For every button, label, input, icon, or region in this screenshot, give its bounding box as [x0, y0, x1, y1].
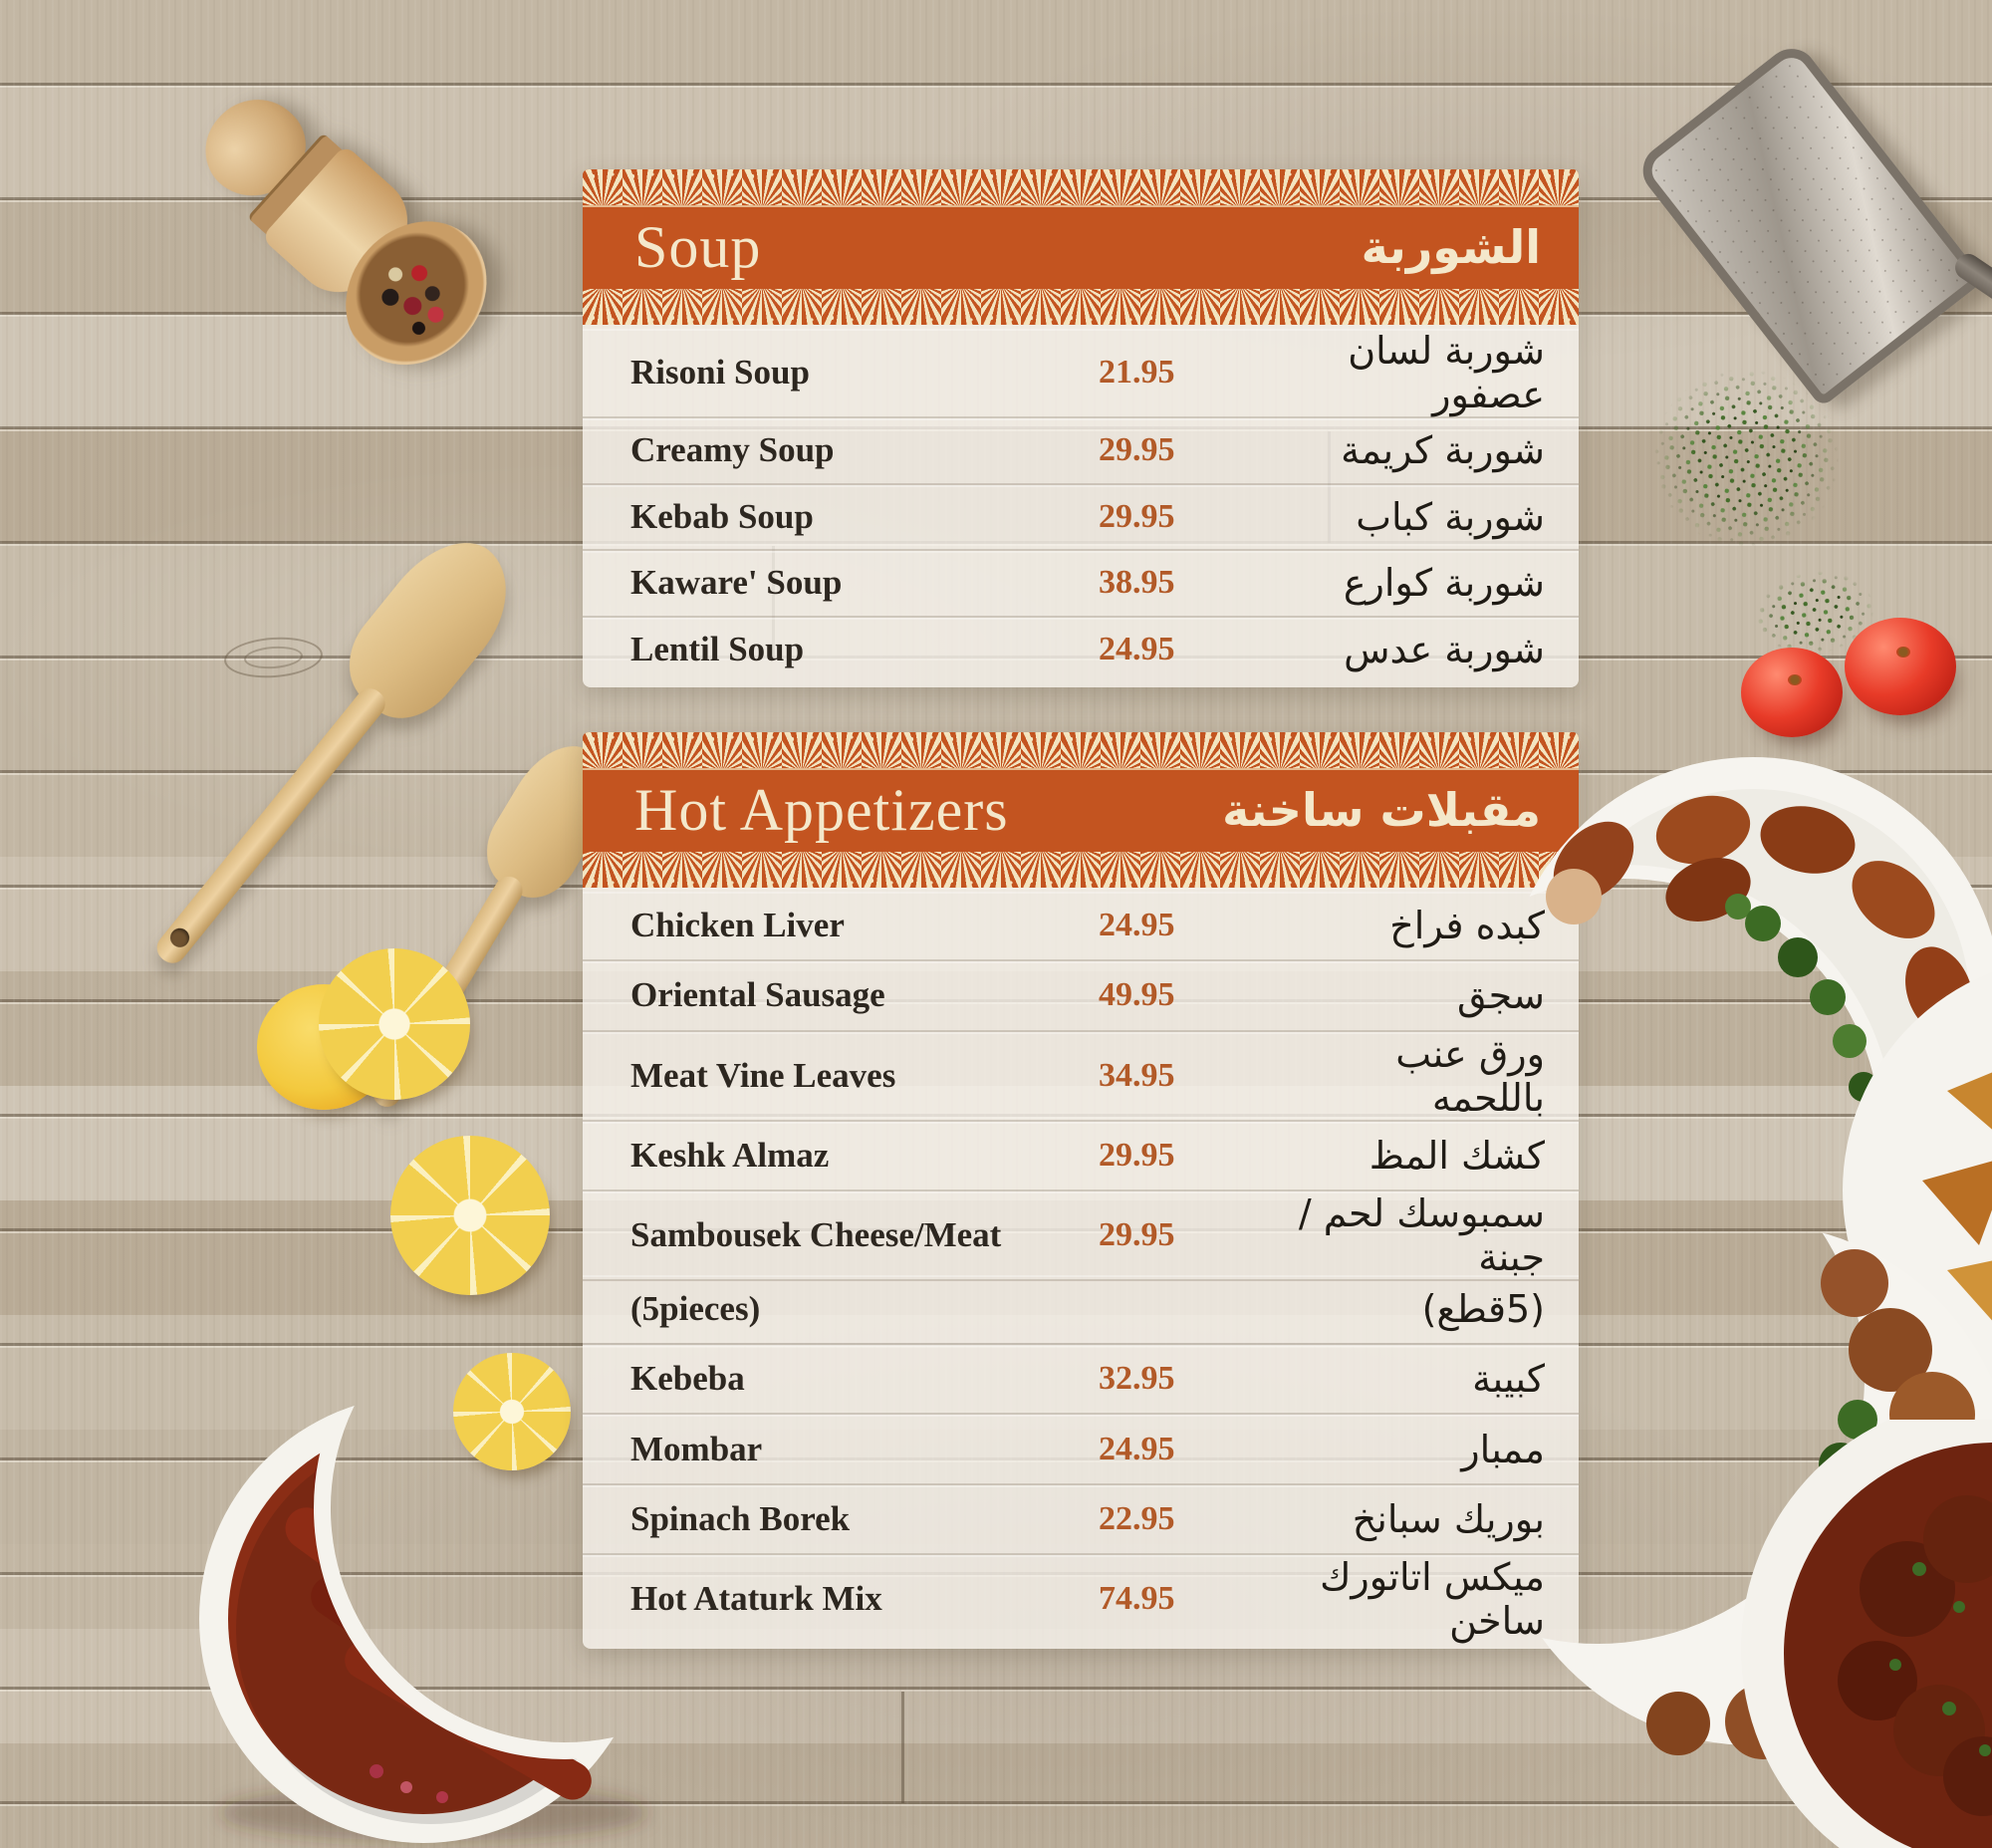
- menu-item-row: Kebeba 32.95 كبيبة: [583, 1345, 1579, 1416]
- item-name-en: Meat Vine Leaves: [630, 1055, 896, 1095]
- item-name-en: Kebeba: [630, 1359, 745, 1399]
- item-name-en: Keshk Almaz: [630, 1135, 830, 1175]
- parsley-flecks: [1889, 1562, 1991, 1756]
- item-name-ar: سمبوسك لحم /جبنة: [1298, 1190, 1545, 1279]
- item-price: 34.95: [1099, 1056, 1175, 1094]
- tomato-icon: [1741, 648, 1843, 737]
- menu-item-row: Keshk Almaz 29.95 كشك المظ: [583, 1122, 1579, 1191]
- menu-item-row: Oriental Sausage 49.95 سجق: [583, 961, 1579, 1032]
- item-name-ar: شوربة كباب: [1356, 494, 1545, 539]
- menu-item-row: Meat Vine Leaves 34.95 ورق عنب باللحمه: [583, 1032, 1579, 1122]
- sausages: [285, 1457, 592, 1800]
- menu-item-continuation: (5pieces) (5قطع): [583, 1275, 1579, 1346]
- lace-border-icon: [583, 732, 1579, 768]
- item-price: 29.95: [1099, 431, 1175, 469]
- lemon-slice-icon: [390, 1136, 550, 1295]
- menu-item-row: Risoni Soup 21.95 شوربة لسان عصفور: [583, 329, 1579, 418]
- soup-title-en: Soup: [634, 214, 762, 280]
- item-name-en: Chicken Liver: [630, 906, 845, 945]
- soup-panel: Soup الشوربة Risoni Soup 21.95 شوربة لسان …: [583, 169, 1579, 687]
- peppercorns-icon: [421, 283, 443, 305]
- item-name-ar: شوربة كوارع: [1343, 561, 1545, 606]
- lace-border-icon: [583, 289, 1579, 325]
- item-name-en: Kebab Soup: [630, 496, 814, 536]
- peppercorns-icon: [407, 261, 431, 285]
- item-price: 29.95: [1099, 1136, 1175, 1174]
- peppercorns-icon: [385, 264, 405, 285]
- hot-appetizers-items: Chicken Liver 24.95 كبده فراخ Oriental Saus…: [583, 888, 1579, 1643]
- pink-peppercorns: [370, 1580, 499, 1803]
- lace-border-icon: [583, 852, 1579, 888]
- item-price: 24.95: [1099, 907, 1175, 944]
- item-name-en: Risoni Soup: [630, 353, 810, 392]
- menu-item-row: Spinach Borek 22.95 بوريك سبانخ: [583, 1485, 1579, 1555]
- item-price: 38.95: [1099, 564, 1175, 602]
- wood-seam: [901, 1692, 904, 1803]
- item-name-ar: شوربة عدس: [1344, 627, 1545, 671]
- soup-title-ar: الشوربة: [1361, 220, 1541, 274]
- item-price: 24.95: [1099, 630, 1175, 667]
- item-price: 24.95: [1099, 1430, 1175, 1467]
- hot-appetizers-title-en: Hot Appetizers: [634, 777, 1009, 843]
- lace-border-icon: [583, 169, 1579, 205]
- item-price: 29.95: [1099, 497, 1175, 535]
- peppercorns-icon: [399, 293, 426, 319]
- menu-item-row: Sambousek Cheese/Meat 29.95 سمبوسك لحم /جب…: [583, 1191, 1579, 1281]
- hot-appetizers-title-ar: مقبلات ساخنة: [1222, 783, 1541, 837]
- peppercorns-icon: [409, 319, 428, 338]
- item-name-en: Oriental Sausage: [630, 975, 885, 1015]
- menu-item-row: Kebab Soup 29.95 شوربة كباب: [583, 485, 1579, 551]
- item-name-en: Lentil Soup: [630, 629, 805, 668]
- dip-dollop: [1546, 869, 1602, 924]
- item-name-ar: ميكس اتاتورك ساخن: [1320, 1554, 1545, 1643]
- item-name-en: Kaware' Soup: [630, 563, 843, 603]
- peppercorns-icon: [377, 285, 402, 310]
- menu-item-row: Chicken Liver 24.95 كبده فراخ: [583, 892, 1579, 962]
- samosa-pastries: [1922, 1072, 1992, 1321]
- lemon-slice-icon: [319, 948, 470, 1100]
- peppercorns-icon: [424, 303, 447, 327]
- hot-appetizers-header-band: Hot Appetizers مقبلات ساخنة: [583, 732, 1579, 888]
- item-price: 29.95: [1099, 1215, 1175, 1253]
- item-name-en: Sambousek Cheese/Meat: [630, 1214, 1002, 1254]
- meat-stew-bowl-icon: [1728, 1398, 1992, 1848]
- item-price: 49.95: [1099, 976, 1175, 1014]
- item-name-ar-2: (5قطع): [1421, 1286, 1545, 1331]
- soup-header-inner: Soup الشوربة: [583, 205, 1579, 293]
- item-price: 22.95: [1099, 1499, 1175, 1537]
- item-name-ar: شوربة كريمة: [1341, 428, 1545, 473]
- hot-appetizers-panel: Hot Appetizers مقبلات ساخنة Chicken Live…: [583, 732, 1579, 1649]
- item-price: 32.95: [1099, 1360, 1175, 1398]
- item-price: 74.95: [1099, 1579, 1175, 1617]
- menu-item-row: Lentil Soup 24.95 شوربة عدس: [583, 618, 1579, 682]
- tomato-icon: [1845, 618, 1956, 715]
- item-name-en: Hot Ataturk Mix: [630, 1578, 882, 1618]
- soup-items: Risoni Soup 21.95 شوربة لسان عصفور Creamy S…: [583, 325, 1579, 681]
- item-name-ar: كشك المظ: [1369, 1133, 1545, 1178]
- menu-item-row: Hot Ataturk Mix 74.95 ميكس اتاتورك ساخن: [583, 1555, 1579, 1643]
- item-price: 21.95: [1099, 354, 1175, 391]
- item-name-ar: شوربة لسان عصفور: [1348, 329, 1545, 416]
- sausage-crescent-dish-icon: [139, 1385, 697, 1848]
- item-name-en-2: (5pieces): [630, 1288, 761, 1328]
- item-name-en: Spinach Borek: [630, 1498, 851, 1538]
- item-name-en: Mombar: [630, 1429, 763, 1468]
- menu-item-row: Kaware' Soup 38.95 شوربة كوارع: [583, 551, 1579, 618]
- hot-appetizers-header-inner: Hot Appetizers مقبلات ساخنة: [583, 768, 1579, 856]
- item-name-en: Creamy Soup: [630, 430, 835, 470]
- menu-item-row: Creamy Soup 29.95 شوربة كريمة: [583, 418, 1579, 485]
- soup-header-band: Soup الشوربة: [583, 169, 1579, 325]
